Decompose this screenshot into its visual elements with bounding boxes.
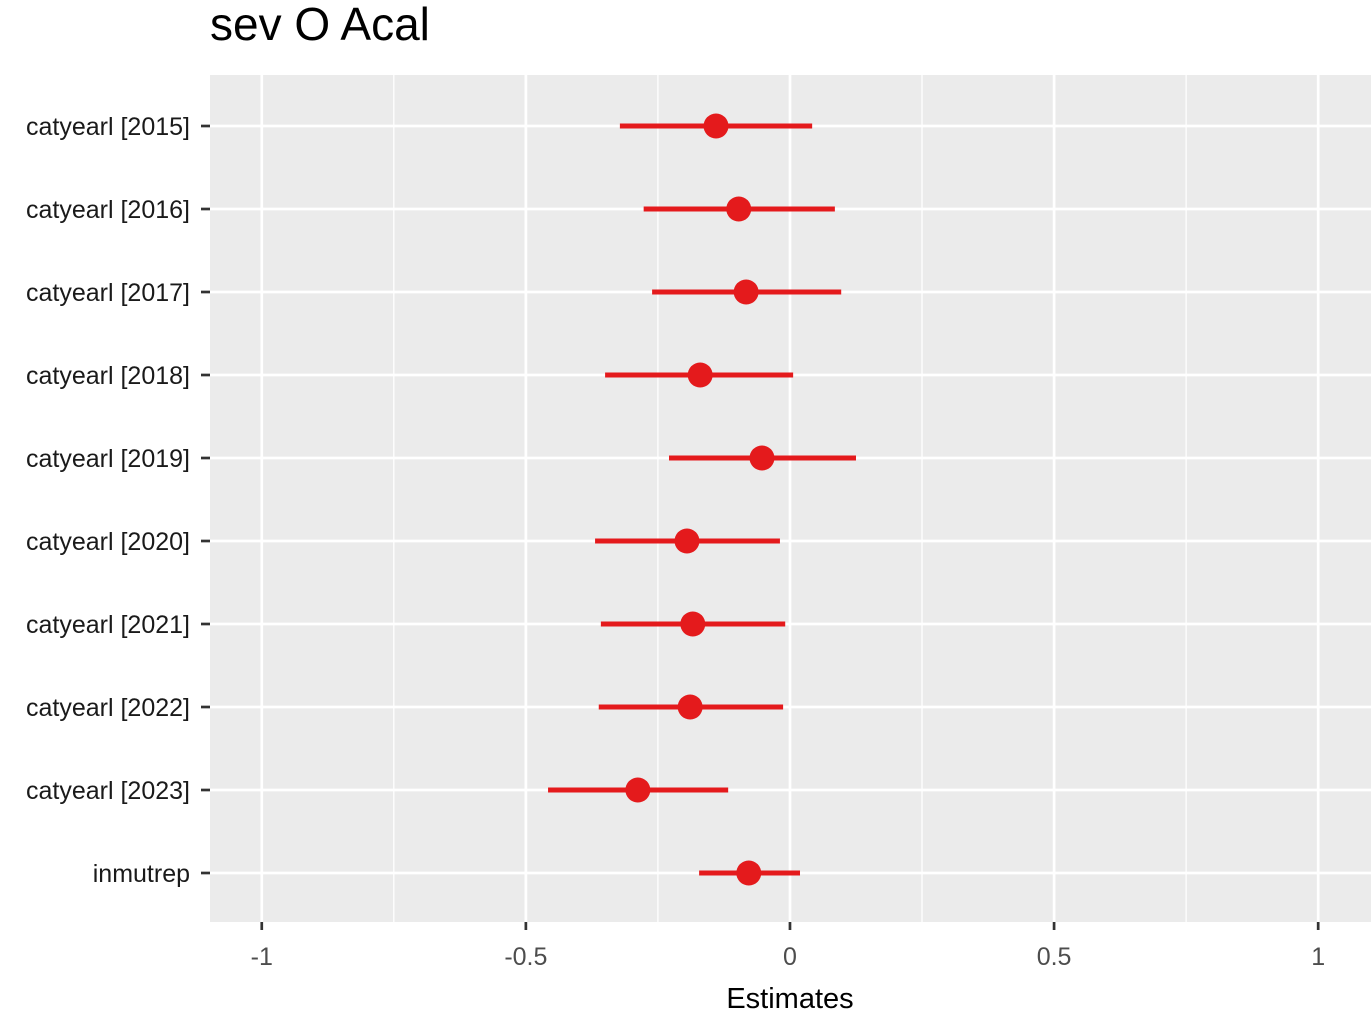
x-tick-label: -1: [251, 943, 273, 971]
y-tick-label: catyearl [2015]: [26, 113, 190, 141]
y-tick-label: catyearl [2022]: [26, 694, 190, 722]
estimate-point: [680, 611, 706, 637]
chart-title: sev O Acal: [210, 0, 430, 50]
y-tick-label: catyearl [2019]: [26, 445, 190, 473]
estimate-point: [677, 694, 703, 720]
y-tick-label: catyearl [2018]: [26, 362, 190, 390]
estimate-point: [625, 777, 651, 803]
y-tick-label: catyearl [2016]: [26, 196, 190, 224]
estimate-point: [736, 860, 762, 886]
x-axis-title: Estimates: [726, 983, 853, 1009]
y-tick-label: catyearl [2020]: [26, 528, 190, 556]
estimate-point: [749, 445, 775, 471]
y-tick-label: catyearl [2017]: [26, 279, 190, 307]
x-tick-label: 1: [1311, 943, 1325, 971]
estimate-point: [703, 113, 729, 139]
estimate-point: [726, 196, 752, 222]
x-tick-label: 0.5: [1037, 943, 1072, 971]
estimate-point: [687, 362, 713, 388]
y-tick-label: catyearl [2023]: [26, 777, 190, 805]
y-tick-label: catyearl [2021]: [26, 611, 190, 639]
estimate-point: [674, 528, 700, 554]
x-tick-label: 0: [783, 943, 797, 971]
y-tick-label: inmutrep: [93, 860, 190, 888]
estimate-point: [733, 279, 759, 305]
x-tick-label: -0.5: [504, 943, 547, 971]
